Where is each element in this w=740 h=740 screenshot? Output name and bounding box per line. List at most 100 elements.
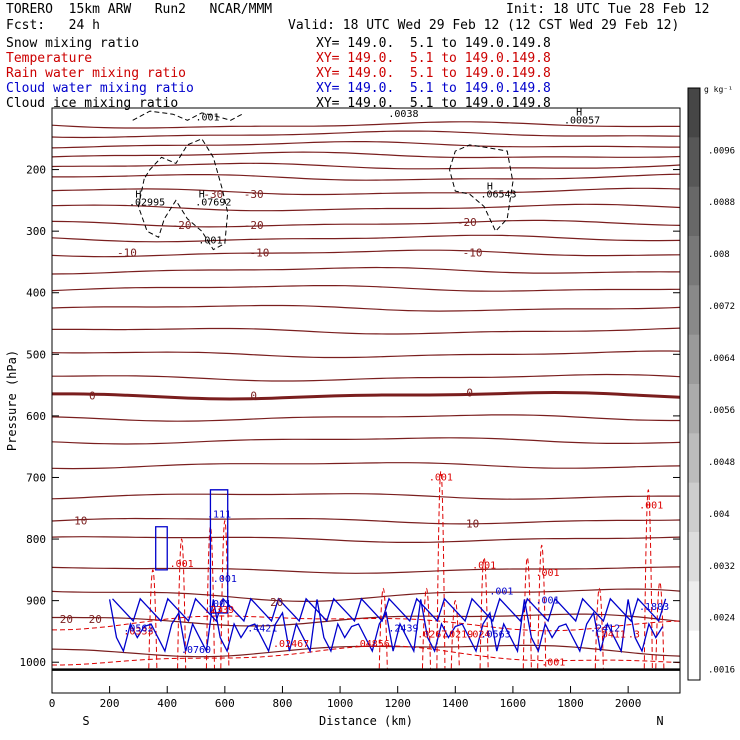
rain-value-label: .001 — [170, 559, 194, 570]
colorbar-swatch — [688, 433, 700, 484]
isotherm-line — [52, 414, 680, 422]
field-xy: XY= 149.0. 5.1 to 149.0.149.8 — [316, 51, 551, 66]
isotherm-label: 0 — [466, 386, 473, 399]
colorbar-tick-label: .0048 — [708, 458, 735, 468]
isotherm-label: 10 — [74, 515, 87, 528]
colorbar-swatch — [688, 137, 700, 188]
colorbar-unit: g kg⁻¹ — [704, 85, 733, 94]
field-name: Rain water mixing ratio — [6, 66, 187, 81]
isotherm-line — [52, 203, 680, 212]
rain-contour — [537, 544, 547, 669]
isotherm-line — [52, 151, 680, 159]
isotherm-line — [52, 462, 680, 470]
isotherm-label: 10 — [466, 518, 479, 531]
snow-contour — [449, 144, 514, 233]
colorbar-swatch — [688, 285, 700, 336]
snow-value-label: .02995 — [129, 197, 165, 208]
field-name: Cloud ice mixing ratio — [6, 96, 179, 111]
plot-area: -30 -30 -20 -20 -20 -10 -10 -10 0 0 0 10 10 20 20 20 .00… — [52, 107, 680, 671]
snow-value-label: .07692 — [195, 197, 231, 208]
rain-contour — [450, 600, 460, 669]
cloud-water-value-label: .2439 — [388, 623, 418, 634]
cloud-water-value-label: .1803 — [639, 602, 669, 613]
colorbar-swatch — [688, 532, 700, 582]
isotherm-label: -10 — [117, 247, 137, 260]
rain-value-label: .0411 — [596, 630, 626, 641]
isotherm-line — [52, 249, 680, 258]
x-tick-label: 1000 — [327, 697, 354, 710]
rain-value-label: .3 — [628, 630, 640, 641]
cloud-water-value-label: .0563 — [481, 630, 511, 641]
field-xy: XY= 149.0. 5.1 to 149.0.149.8 — [316, 81, 551, 96]
rain-value-label: .001 — [429, 473, 453, 484]
rain-value-label: .0219 — [443, 630, 473, 641]
rain-value-label: .0333 — [123, 627, 153, 638]
x-tick-label: 1600 — [500, 697, 527, 710]
colorbar-tick-label: .0064 — [708, 354, 735, 364]
cloud-water-contour — [209, 489, 229, 614]
x-tick-label: 600 — [215, 697, 235, 710]
cloud-water-value-label: .001 — [207, 599, 231, 610]
colorbar-swatch — [688, 581, 700, 632]
high-marker: H — [135, 189, 141, 200]
snow-value-label: .00057 — [564, 115, 600, 126]
isotherm-line — [52, 390, 680, 401]
snow-value-label: .06543 — [480, 189, 516, 200]
cloud-water-value-label: .001 — [535, 596, 559, 607]
colorbar-tick-label: .0072 — [708, 302, 735, 312]
rain-contour — [655, 581, 665, 669]
y-axis-label: Pressure (hPa) — [5, 350, 19, 451]
rain-contour — [479, 557, 489, 669]
isotherm-line — [52, 121, 680, 129]
colorbar-frame — [687, 87, 701, 681]
rain-value-label: .2339 — [204, 605, 234, 616]
isotherm-line — [52, 219, 680, 228]
isotherm-label: -10 — [463, 247, 483, 260]
valid-time: Valid: 18 UTC Wed 29 Feb 12 (12 CST Wed … — [288, 18, 680, 33]
north-label: N — [656, 714, 663, 728]
colorbar-tick-label: .0016 — [708, 666, 735, 676]
isotherm-line — [52, 285, 680, 292]
snow-value-label: .0038 — [388, 109, 418, 120]
cloud-water-value-label: .001 — [489, 586, 513, 597]
rain-value-label: .024 — [466, 630, 490, 641]
y-tick-label: 500 — [26, 348, 46, 361]
x-tick-label: 200 — [100, 697, 120, 710]
rain-contour — [52, 645, 680, 666]
colorbar-swatch — [688, 236, 700, 286]
colorbar-tick-label: .0024 — [708, 614, 735, 624]
colorbar-tick-label: .0056 — [708, 406, 735, 416]
y-tick-label: 1000 — [20, 656, 47, 669]
colorbar-tick-label: .008 — [708, 250, 730, 260]
colorbar-tick-label: .004 — [708, 510, 730, 520]
rain-value-label: .001 — [541, 657, 565, 668]
isotherm-line — [52, 327, 680, 335]
rain-value-label: .001 — [472, 561, 496, 572]
cloud-water-value-label: .0562 — [123, 623, 153, 634]
isotherm-line — [52, 304, 680, 312]
isotherm-label: -30 — [203, 188, 223, 201]
y-tick-label: 300 — [26, 225, 46, 238]
high-marker: H — [576, 107, 582, 118]
cloud-water-value-label: .4421 — [247, 623, 277, 634]
colorbar-swatch — [688, 384, 700, 434]
isotherm-label: 20 — [89, 613, 102, 626]
colorbar-swatch — [688, 334, 700, 385]
isotherm-line — [52, 437, 680, 445]
snow-value-label: .001 — [198, 235, 222, 246]
x-tick-label: 400 — [157, 697, 177, 710]
rain-contour — [643, 489, 653, 669]
x-tick-label: 2000 — [615, 697, 642, 710]
cloud-water-contour — [108, 599, 664, 654]
rain-contour — [421, 587, 432, 669]
isotherm-label: -10 — [249, 247, 269, 260]
field-name: Cloud water mixing ratio — [6, 81, 194, 96]
isotherm-line — [52, 536, 680, 543]
colorbar-tick-label: .0096 — [708, 146, 735, 156]
rain-value-label: .02467 — [273, 639, 309, 650]
snow-value-label: .001 — [196, 112, 220, 123]
snow-contour — [132, 110, 243, 121]
isotherm-line — [52, 517, 680, 525]
colorbar-swatch — [688, 482, 700, 533]
high-marker: H — [199, 189, 205, 200]
